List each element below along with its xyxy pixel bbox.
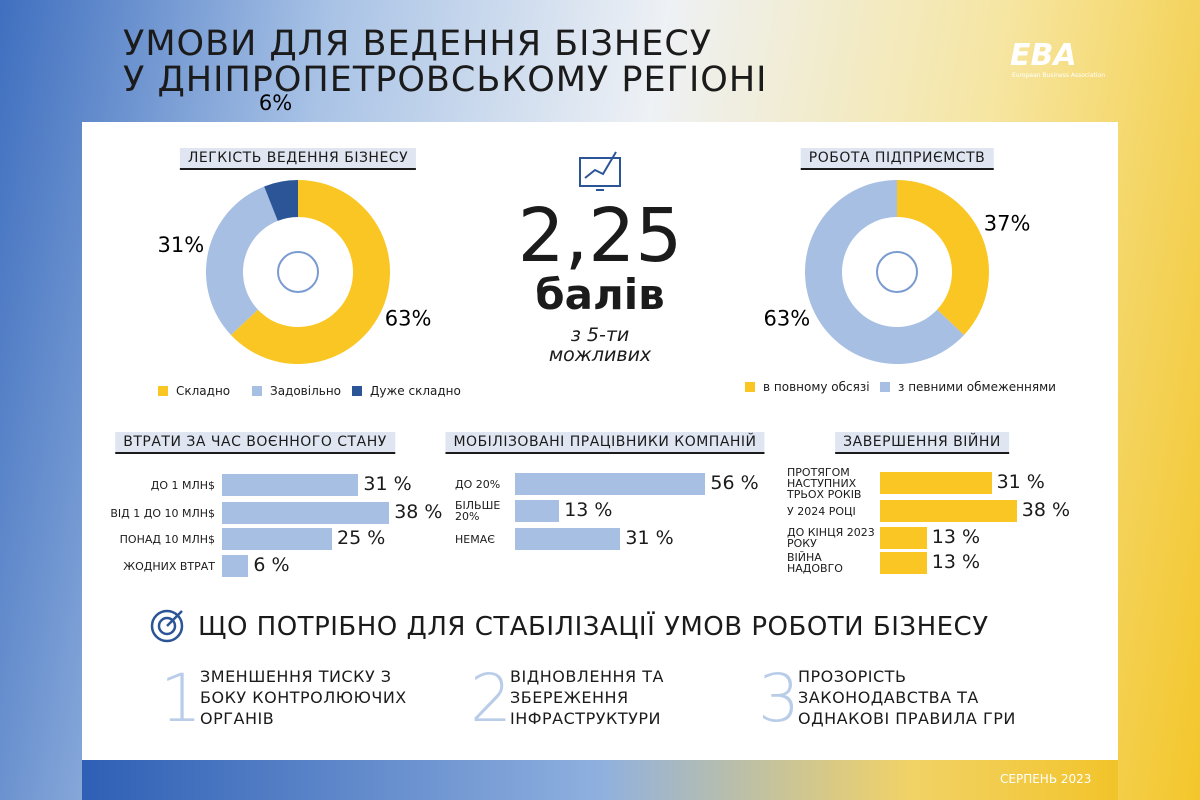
bar: [515, 528, 621, 550]
pie-slice: [897, 180, 990, 335]
value-label: 38 %: [394, 501, 443, 523]
pie-slice: [805, 180, 965, 364]
logo-caption: European Business Association: [1012, 72, 1106, 79]
need-text: ВІДНОВЛЕННЯ ТА ЗБЕРЕЖЕННЯ ІНФРАСТРУКТУРИ: [510, 667, 664, 728]
legend-label: з певними обмеженнями: [898, 380, 1056, 394]
title-line: УМОВИ ДЛЯ ВЕДЕННЯ БІЗНЕСУ: [123, 24, 713, 64]
value-label: 13 %: [564, 499, 613, 521]
bar-label: БІЛЬШЕ 20%: [455, 499, 501, 523]
value-label: 25 %: [337, 527, 386, 549]
legend-label: Складно: [176, 384, 231, 398]
need-text: ЗМЕНШЕННЯ ТИСКУ З БОКУ КОНТРОЛЮЮЧИХ ОРГА…: [200, 667, 407, 728]
chart-title: ЛЕГКІСТЬ ВЕДЕННЯ БІЗНЕСУ: [179, 148, 417, 170]
value-label: 56 %: [710, 472, 759, 494]
value-label: 31 %: [996, 471, 1045, 493]
logo: EBA: [1010, 38, 1077, 73]
bar: [515, 473, 706, 495]
bar-label: ПОНАД 10 МЛН$: [119, 532, 215, 546]
legend-swatch: [745, 382, 755, 392]
value-label: 6 %: [253, 554, 290, 576]
pie-slice: [264, 180, 298, 221]
need-text: ПРОЗОРІСТЬ ЗАКОНОДАВСТВА ТА ОДНАКОВІ ПРА…: [798, 667, 1016, 728]
legend-label: в повному обсязі: [763, 380, 870, 394]
value-label: 31 %: [363, 473, 412, 495]
gear-icon: [277, 251, 319, 293]
score-note: з 5-ти можливих: [548, 324, 652, 366]
legend-swatch: [252, 386, 262, 396]
legend-swatch: [158, 386, 168, 396]
bar: [222, 502, 390, 524]
bar: [222, 528, 332, 550]
bar: [880, 552, 927, 574]
title: УМОВИ ДЛЯ ВЕДЕННЯ БІЗНЕСУ У ДНІПРОПЕТРОВ…: [123, 26, 767, 98]
legend-label: Задовільно: [270, 384, 342, 398]
value-label: 13 %: [931, 551, 981, 573]
bar-label: У 2024 РОЦІ: [787, 504, 856, 518]
bar-label: ВІД 1 ДО 10 МЛН$: [110, 506, 215, 520]
bar: [880, 500, 1017, 522]
value-label: 37%: [984, 211, 1031, 235]
score-unit: балів: [535, 270, 665, 319]
value-label: 31%: [158, 233, 205, 257]
bar-label: ВІЙНА НАДОВГО: [787, 551, 843, 575]
need-number: 2: [470, 660, 512, 737]
footer-date: СЕРПЕНЬ 2023: [1000, 772, 1092, 786]
trend-icon: [579, 151, 621, 191]
legend-label: Дуже складно: [370, 384, 461, 398]
value-label: 38 %: [1021, 499, 1071, 521]
chart-title: ЗАВЕРШЕННЯ ВІЙНИ: [835, 432, 1009, 454]
needs-title: ЩО ПОТРІБНО ДЛЯ СТАБІЛІЗАЦІЇ УМОВ РОБОТИ…: [198, 612, 989, 642]
bar: [222, 555, 249, 577]
chart-title: МОБІЛІЗОВАНІ ПРАЦІВНИКИ КОМПАНІЙ: [445, 432, 765, 454]
bar-label: ДО КІНЦЯ 2023 РОКУ: [787, 526, 875, 550]
bar: [222, 474, 359, 496]
title-line: У ДНІПРОПЕТРОВСЬКОМУ РЕГІОНІ: [123, 60, 768, 100]
value-label: 6%: [259, 91, 292, 115]
chart-title: РОБОТА ПІДПРИЄМСТВ: [800, 148, 994, 170]
bar: [880, 527, 927, 549]
legend-swatch: [880, 382, 890, 392]
score-value: 2,25: [517, 193, 683, 279]
chart-title: ВТРАТИ ЗА ЧАС ВОЄННОГО СТАНУ: [115, 432, 395, 454]
bar-label: ЖОДНИХ ВТРАТ: [123, 559, 215, 573]
value-label: 63%: [764, 307, 811, 331]
bar: [515, 500, 560, 522]
bar-label: ДО 20%: [455, 477, 501, 491]
value-label: 63%: [385, 307, 432, 331]
pie-slice: [230, 180, 390, 364]
bar-label: ПРОТЯГОМ НАСТУПНИХ ТРЬОХ РОКІВ: [787, 465, 861, 500]
gear-icon: [876, 251, 918, 293]
legend-swatch: [352, 386, 362, 396]
value-label: 13 %: [931, 526, 981, 548]
bar-label: НЕМАЄ: [455, 532, 495, 546]
need-number: 1: [160, 660, 202, 737]
bar: [880, 472, 992, 494]
need-number: 3: [758, 660, 800, 737]
footer-band: [82, 760, 1118, 800]
target-icon: [150, 609, 184, 643]
value-label: 31 %: [625, 527, 674, 549]
bar-label: ДО 1 МЛН$: [150, 478, 215, 492]
pie-slice: [206, 186, 278, 335]
